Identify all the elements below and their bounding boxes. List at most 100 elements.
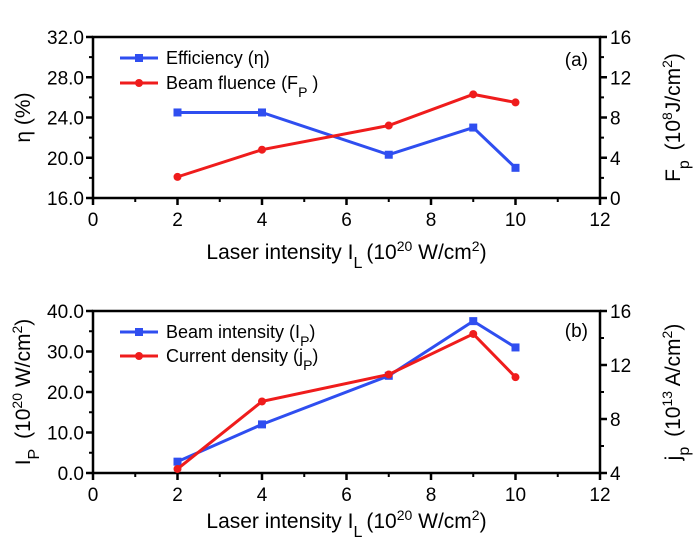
y-left-tick-label: 24.0 [47,109,84,130]
x-axis-label-unit-part2: W/cm [412,241,471,264]
legend-label-close: ) [307,73,318,93]
legend-label: Beam intensity (IP) [166,322,315,349]
y-right-axis-label-unit-close: ) [662,324,685,331]
y-right-axis-label-unit: (10 [662,120,685,156]
y-left-axis-label-text: η (%) [12,92,35,142]
x-axis-label-subscript: L [353,524,362,537]
y-left-tick-label: 16.0 [47,189,84,210]
y-left-axis-label-subscript: P [26,449,43,460]
series-line [177,92,516,179]
legend-entry: Beam intensity (IP) [120,322,315,349]
x-axis-label: Laser intensity IL (1020 W/cm2) [206,507,486,537]
x-axis-label-text: Laser intensity I [206,241,353,264]
x-tick-label: 2 [172,485,183,506]
data-point-circle [469,90,478,99]
legend-marker-square [135,328,143,336]
legend-label: Beam fluence (FP ) [166,73,318,100]
x-tick-label: 4 [257,210,268,231]
y-left-tick-label: 10.0 [47,424,84,445]
y-right-axis-label-unit-superscript: 8 [659,112,675,120]
x-axis-label-text: Laser intensity I [206,510,353,533]
x-tick-label: 12 [589,485,610,506]
y-right-axis-label-text: F [662,169,685,182]
legend-label: Current density (jP) [166,346,318,373]
x-axis-label-unit-close: ) [480,510,487,533]
y-left-axis-label-text: I [12,459,35,465]
legend-marker-circle [135,352,143,360]
data-point-square [384,150,393,159]
y-left-axis-label-unit-part2: W/cm [12,334,35,393]
y-left-axis-label-unit-superscript: 20 [9,393,25,409]
x-tick-label: 2 [172,210,183,231]
legend-marker-square [135,54,143,62]
y-right-axis-label-subscript: p [676,160,693,169]
x-tick-label: 12 [589,210,610,231]
legend-label-text: Beam fluence (F [166,73,298,93]
chart-panel-b: 0 2 4 6 8 10 12 0.0 10.0 20.0 30.0 40.0 4 8 12 16 Laser … [9,302,693,537]
data-point-square [173,108,182,117]
x-tick-label: 0 [88,485,99,506]
x-tick-label: 8 [426,485,437,506]
legend-label-subscript: P [298,84,307,100]
data-point-circle [511,98,520,107]
y-right-axis-label-unit-close: ) [662,53,685,60]
y-left-axis-label-unit: (10 [12,409,35,445]
x-axis-label-unit-superscript: 20 [397,238,413,254]
panel-label: (b) [565,321,588,342]
y-left-axis-label-unit-close: ) [12,319,35,326]
y-left-axis-label: IP (1020 W/cm2) [9,319,43,466]
data-point-square [469,317,478,326]
data-point-square [469,123,478,132]
x-axis-label-unit: (10 [366,510,396,533]
x-tick-label: 6 [341,485,352,506]
legend-label-close: ) [309,322,315,342]
y-right-axis-label-unit2-superscript: 2 [659,60,675,68]
x-axis-label-unit2-superscript: 2 [472,238,480,254]
x-axis-label-unit-superscript: 20 [397,507,413,523]
y-right-tick-label: 8 [610,109,621,130]
x-tick-label: 8 [426,210,437,231]
y-right-tick-label: 0 [610,189,621,210]
y-right-axis-label-unit-part2: J/cm [662,68,685,112]
x-axis-label-unit2-superscript: 2 [472,507,480,523]
y-right-axis-label-unit: (10 [662,407,685,443]
y-left-axis-label-unit2-superscript: 2 [9,326,25,334]
x-tick-label: 0 [88,210,99,231]
y-left-tick-label: 20.0 [47,149,84,170]
data-point-circle [511,373,520,382]
y-right-tick-label: 16 [610,302,631,323]
y-left-tick-label: 28.0 [47,68,84,89]
legend-entry: Beam fluence (FP ) [120,73,318,100]
data-point-square [258,420,266,429]
y-right-axis-label-unit-superscript: 13 [659,391,675,407]
x-axis-label-unit-part2: W/cm [412,510,471,533]
x-tick-label: 4 [257,485,268,506]
y-right-tick-label: 8 [610,410,621,431]
y-right-axis-label-unit2-superscript: 2 [659,330,675,338]
data-point-square [258,108,266,117]
panel-label: (a) [565,50,588,71]
data-point-square [511,163,520,172]
data-point-circle [384,121,393,130]
x-tick-label: 10 [505,485,526,506]
data-point-circle [258,145,266,154]
y-right-tick-label: 12 [610,356,631,377]
x-axis-label-unit: (10 [366,241,396,264]
series-red [173,329,520,473]
legend-entry: Efficiency (η) [120,48,270,68]
y-left-tick-label: 40.0 [47,302,84,323]
x-tick-label: 6 [341,210,352,231]
y-right-tick-label: 16 [610,28,631,49]
data-point-square [511,343,520,352]
legend-marker-circle [135,79,143,87]
y-right-axis-label: jp (1013 A/cm2) [659,324,693,462]
y-left-axis-label: η (%) [12,92,35,142]
y-right-tick-label: 4 [610,149,621,170]
x-axis-label-subscript: L [353,255,362,272]
x-tick-label: 10 [505,210,526,231]
legend-label: Efficiency (η) [166,48,270,68]
data-point-circle [258,397,266,406]
data-point-circle [384,370,393,379]
y-right-tick-label: 12 [610,68,631,89]
